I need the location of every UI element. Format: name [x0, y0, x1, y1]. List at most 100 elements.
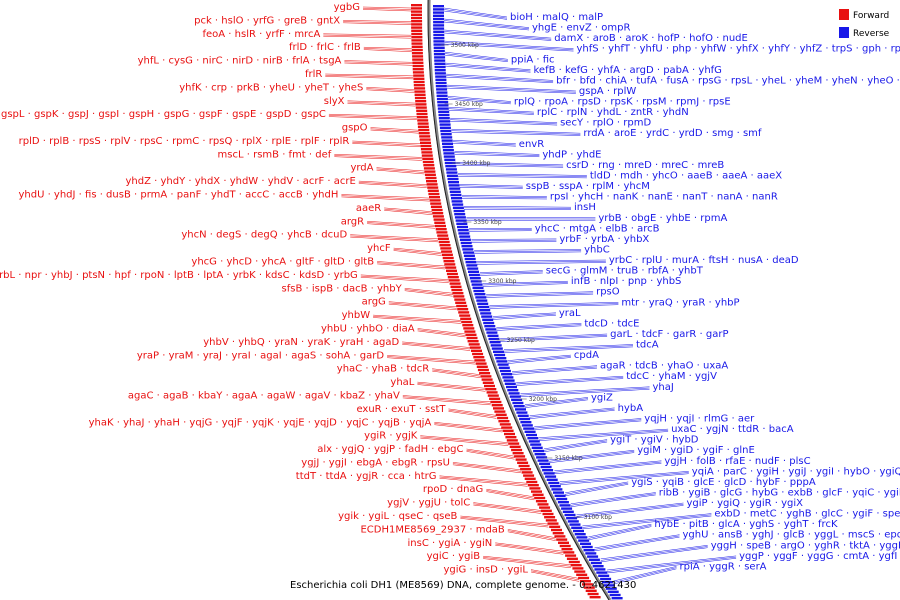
reverse-connector [445, 62, 531, 71]
reverse-gene-mark [581, 545, 593, 549]
reverse-connector [446, 76, 554, 84]
reverse-gene-label: bioH · malQ · malP [510, 12, 603, 23]
reverse-gene-mark [439, 120, 451, 123]
forward-gene-label: ygiR · ygjK [364, 431, 418, 442]
reverse-gene-mark [490, 344, 502, 347]
reverse-connector [576, 502, 684, 516]
forward-gene-mark [532, 493, 544, 496]
reverse-connector [457, 173, 587, 176]
reverse-connector [588, 526, 652, 541]
reverse-connector [471, 238, 557, 240]
forward-connector [325, 73, 414, 77]
reverse-gene-label: tdcC · yhaM · ygjV [626, 371, 717, 382]
reverse-connector [511, 367, 598, 375]
reverse-connector [461, 198, 547, 200]
reverse-gene-mark [433, 24, 445, 27]
forward-gene-mark [544, 516, 556, 519]
forward-gene-mark [462, 324, 474, 327]
reverse-gene-mark [587, 555, 599, 558]
legend-reverse-swatch [839, 27, 849, 38]
reverse-gene-label: rrdA · aroE · yrdC · yrdD · smg · smf [583, 128, 762, 139]
forward-gene-mark [556, 538, 568, 541]
reverse-connector [511, 366, 598, 374]
forward-gene-label: yhfK · crp · prkB · yheU · yheT · yheS [179, 82, 363, 93]
reverse-gene-mark [531, 446, 543, 449]
forward-connector [434, 422, 503, 430]
forward-gene-mark [435, 228, 447, 231]
forward-gene-mark [474, 359, 486, 362]
forward-connector [439, 476, 528, 486]
forward-gene-mark [412, 55, 424, 58]
forward-gene-mark [425, 176, 437, 180]
forward-connector [460, 515, 549, 525]
forward-gene-mark [558, 541, 569, 544]
forward-connector [393, 249, 442, 255]
forward-gene-mark [417, 119, 429, 122]
forward-connector [402, 396, 491, 404]
forward-gene-mark [424, 173, 436, 176]
reverse-gene-mark [542, 469, 554, 472]
forward-gene-mark [436, 231, 448, 234]
forward-connector [343, 22, 412, 25]
reverse-gene-mark [561, 507, 573, 510]
forward-connector [334, 155, 423, 160]
legend-forward-label: Forward [853, 11, 889, 21]
reverse-connector [516, 375, 624, 383]
reverse-connector [457, 174, 587, 177]
forward-connector [448, 411, 497, 419]
forward-gene-mark [490, 400, 502, 404]
forward-gene-mark [413, 74, 425, 77]
forward-gene-mark [509, 445, 521, 448]
reverse-gene-label: sspB · sspA · rplM · yhcM [526, 181, 650, 192]
forward-connector [486, 490, 535, 499]
reverse-gene-mark [502, 376, 514, 379]
forward-gene-mark [411, 42, 423, 45]
reverse-gene-mark [457, 225, 468, 229]
forward-gene-mark [446, 272, 458, 276]
forward-gene-mark [459, 314, 471, 317]
forward-gene-label: yrbL · npr · yhbJ · ptsN · hpf · rpoN · … [0, 270, 358, 281]
reverse-connector [447, 97, 511, 103]
reverse-gene-mark [533, 449, 545, 453]
forward-gene-mark [529, 487, 541, 490]
forward-gene-label: ttdT · ttdA · ygjR · cca · htrG [296, 471, 437, 482]
forward-connector [420, 437, 509, 446]
forward-connector [347, 101, 416, 105]
forward-gene-label: yhbW [342, 310, 371, 321]
reverse-gene-mark [433, 37, 445, 40]
forward-gene-mark [430, 205, 442, 208]
reverse-gene-mark [461, 245, 473, 248]
forward-gene-mark [540, 509, 552, 512]
forward-gene-mark [449, 282, 461, 285]
tick-label: 3300 kbp [488, 278, 516, 285]
forward-gene-label: ygiC · ygiB [427, 551, 481, 562]
chromosome-arc [427, 0, 612, 600]
forward-gene-label: yhaK · yhaJ · yhaH · yqjG · yqjF · yqjK … [89, 417, 432, 428]
reverse-gene-label: ppiA · fic [511, 54, 555, 65]
forward-gene-mark [445, 266, 457, 269]
forward-gene-mark [568, 560, 580, 564]
forward-gene-mark [440, 247, 452, 250]
forward-gene-mark [420, 148, 432, 151]
forward-connector [360, 275, 449, 282]
forward-gene-mark [472, 352, 484, 356]
reverse-connector [468, 230, 532, 232]
reverse-gene-mark [475, 296, 487, 299]
reverse-gene-mark [497, 363, 509, 366]
forward-connector [439, 475, 528, 484]
reverse-gene-mark [583, 549, 595, 552]
reverse-connector [476, 260, 606, 264]
forward-gene-mark [576, 573, 588, 576]
forward-gene-label: ygik · ygiL · qseC · qseB [338, 511, 457, 522]
reverse-connector [443, 7, 508, 18]
forward-connector [388, 301, 457, 308]
reverse-connector [444, 32, 552, 41]
reverse-connector [544, 440, 608, 451]
forward-gene-mark [469, 346, 481, 349]
reverse-gene-label: ygiZ [591, 392, 613, 403]
reverse-gene-label: yggP · yggF · yggG · cmtA · ygfI · fbaA … [739, 551, 900, 562]
reverse-gene-mark [493, 350, 504, 353]
reverse-connector [451, 128, 581, 134]
forward-gene-mark [421, 151, 433, 154]
reverse-gene-label: yhbC [584, 245, 610, 256]
